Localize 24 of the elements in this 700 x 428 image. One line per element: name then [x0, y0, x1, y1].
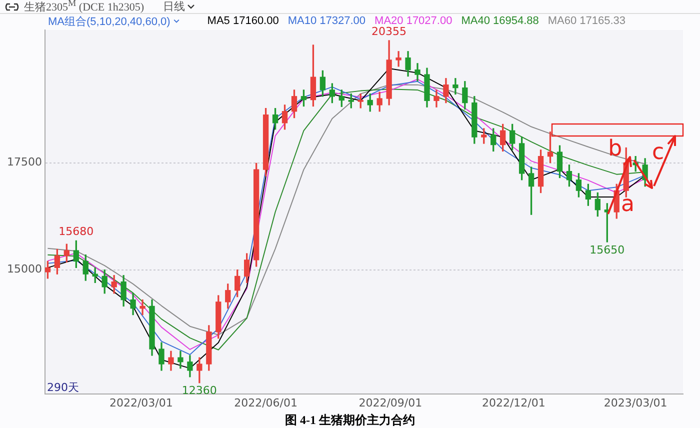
x-tick-label: 2023/03/01: [604, 396, 668, 410]
text: MA5 17160.00: [207, 15, 279, 27]
chart-subtitle: 日线: [162, 0, 185, 14]
y-tick-label: 15000: [7, 262, 42, 276]
annotation: 15650: [590, 243, 625, 256]
text: MA40 16954.88: [461, 15, 539, 27]
annotation: 20355: [372, 24, 407, 38]
text: MA20 17027.00: [374, 15, 452, 27]
x-tick-label: 2022/03/01: [109, 396, 173, 410]
annotation: b: [608, 136, 622, 162]
x-tick-label: 2022/06/01: [234, 396, 298, 410]
x-tick-label: 2022/12/01: [482, 396, 546, 410]
y-tick-label: 17500: [7, 156, 42, 169]
text: MA60 17165.33: [548, 15, 626, 27]
x-tick-label: 2022/09/01: [358, 396, 422, 410]
text: MA10 17327.00: [288, 15, 366, 27]
legend-title: MA组合(5,10,20,40,60,0): [48, 14, 170, 28]
caption: 图 4-1 生猪期价主力合约: [284, 412, 416, 428]
chart-title: 生猪2305$^{M}$ (DCE 1h2305): [24, 0, 144, 15]
annotation: 15680: [58, 225, 94, 238]
annotation: 12360: [182, 384, 217, 398]
annotation: a: [621, 192, 634, 217]
annotation: 290天: [47, 380, 79, 395]
annotation: c: [652, 140, 664, 165]
